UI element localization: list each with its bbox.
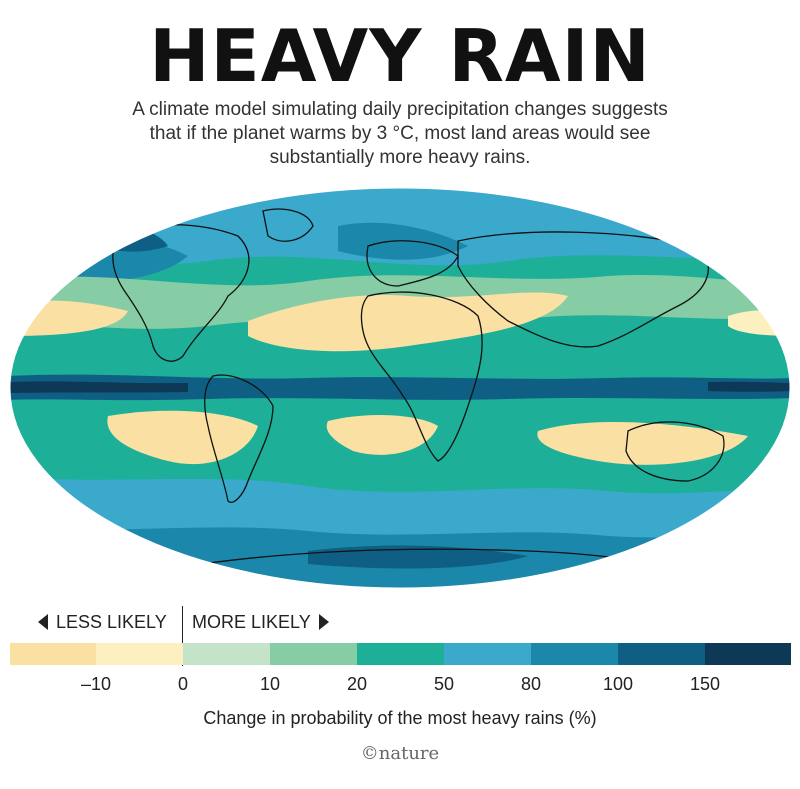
legend-swatch: [10, 643, 96, 665]
zero-divider: [182, 606, 183, 666]
legend-tick-label: 50: [433, 674, 455, 694]
nature-credit: ©nature: [360, 743, 440, 764]
legend-swatch: [705, 643, 791, 665]
asia-outline: [457, 231, 709, 348]
arrow-right-icon: [318, 614, 329, 630]
color-legend: [10, 643, 791, 665]
legend-tick-label: 10: [259, 674, 281, 694]
indian-ocean-dry: [537, 421, 748, 465]
south-america-outline: [204, 374, 274, 503]
south-pacific-dry: [107, 410, 258, 465]
legend-swatch: [96, 643, 183, 665]
north-america-outline: [112, 224, 250, 362]
equator-core-east: [708, 381, 790, 392]
north-pacific-dark: [88, 226, 168, 252]
legend-axis-label: Change in probability of the most heavy …: [203, 708, 597, 728]
south-atlantic-dry: [326, 414, 438, 455]
legend-tick-label: 0: [177, 674, 189, 694]
legend-swatch: [357, 643, 444, 665]
legend-swatch: [270, 643, 357, 665]
equator-band: [10, 374, 790, 401]
legend-tick-label: 100: [602, 674, 634, 694]
world-precipitation-map: [9, 187, 791, 589]
chart-subtitle: A climate model simulating daily precipi…: [132, 99, 668, 168]
north-atlantic-dry: [248, 292, 568, 352]
legend-swatch: [618, 643, 705, 665]
less-likely-label: LESS LIKELY: [38, 612, 167, 633]
africa-outline: [360, 291, 483, 462]
legend-tick-label: 20: [346, 674, 368, 694]
greenland-outline: [262, 208, 314, 242]
legend-swatch: [183, 643, 270, 665]
australia-outline: [625, 421, 725, 482]
map-border: [9, 187, 791, 589]
europe-outline: [366, 240, 459, 287]
legend-tick-label: 80: [520, 674, 542, 694]
equator-core: [10, 381, 188, 393]
antarctic-dark: [308, 545, 528, 569]
more-likely-label: MORE LIKELY: [192, 612, 329, 633]
legend-swatch: [531, 643, 618, 665]
legend-swatch: [444, 643, 531, 665]
legend-tick-label: –10: [80, 674, 112, 694]
legend-tick-label: 150: [689, 674, 721, 694]
arrow-left-icon: [38, 614, 48, 630]
chart-title: HEAVY RAIN: [149, 14, 651, 98]
